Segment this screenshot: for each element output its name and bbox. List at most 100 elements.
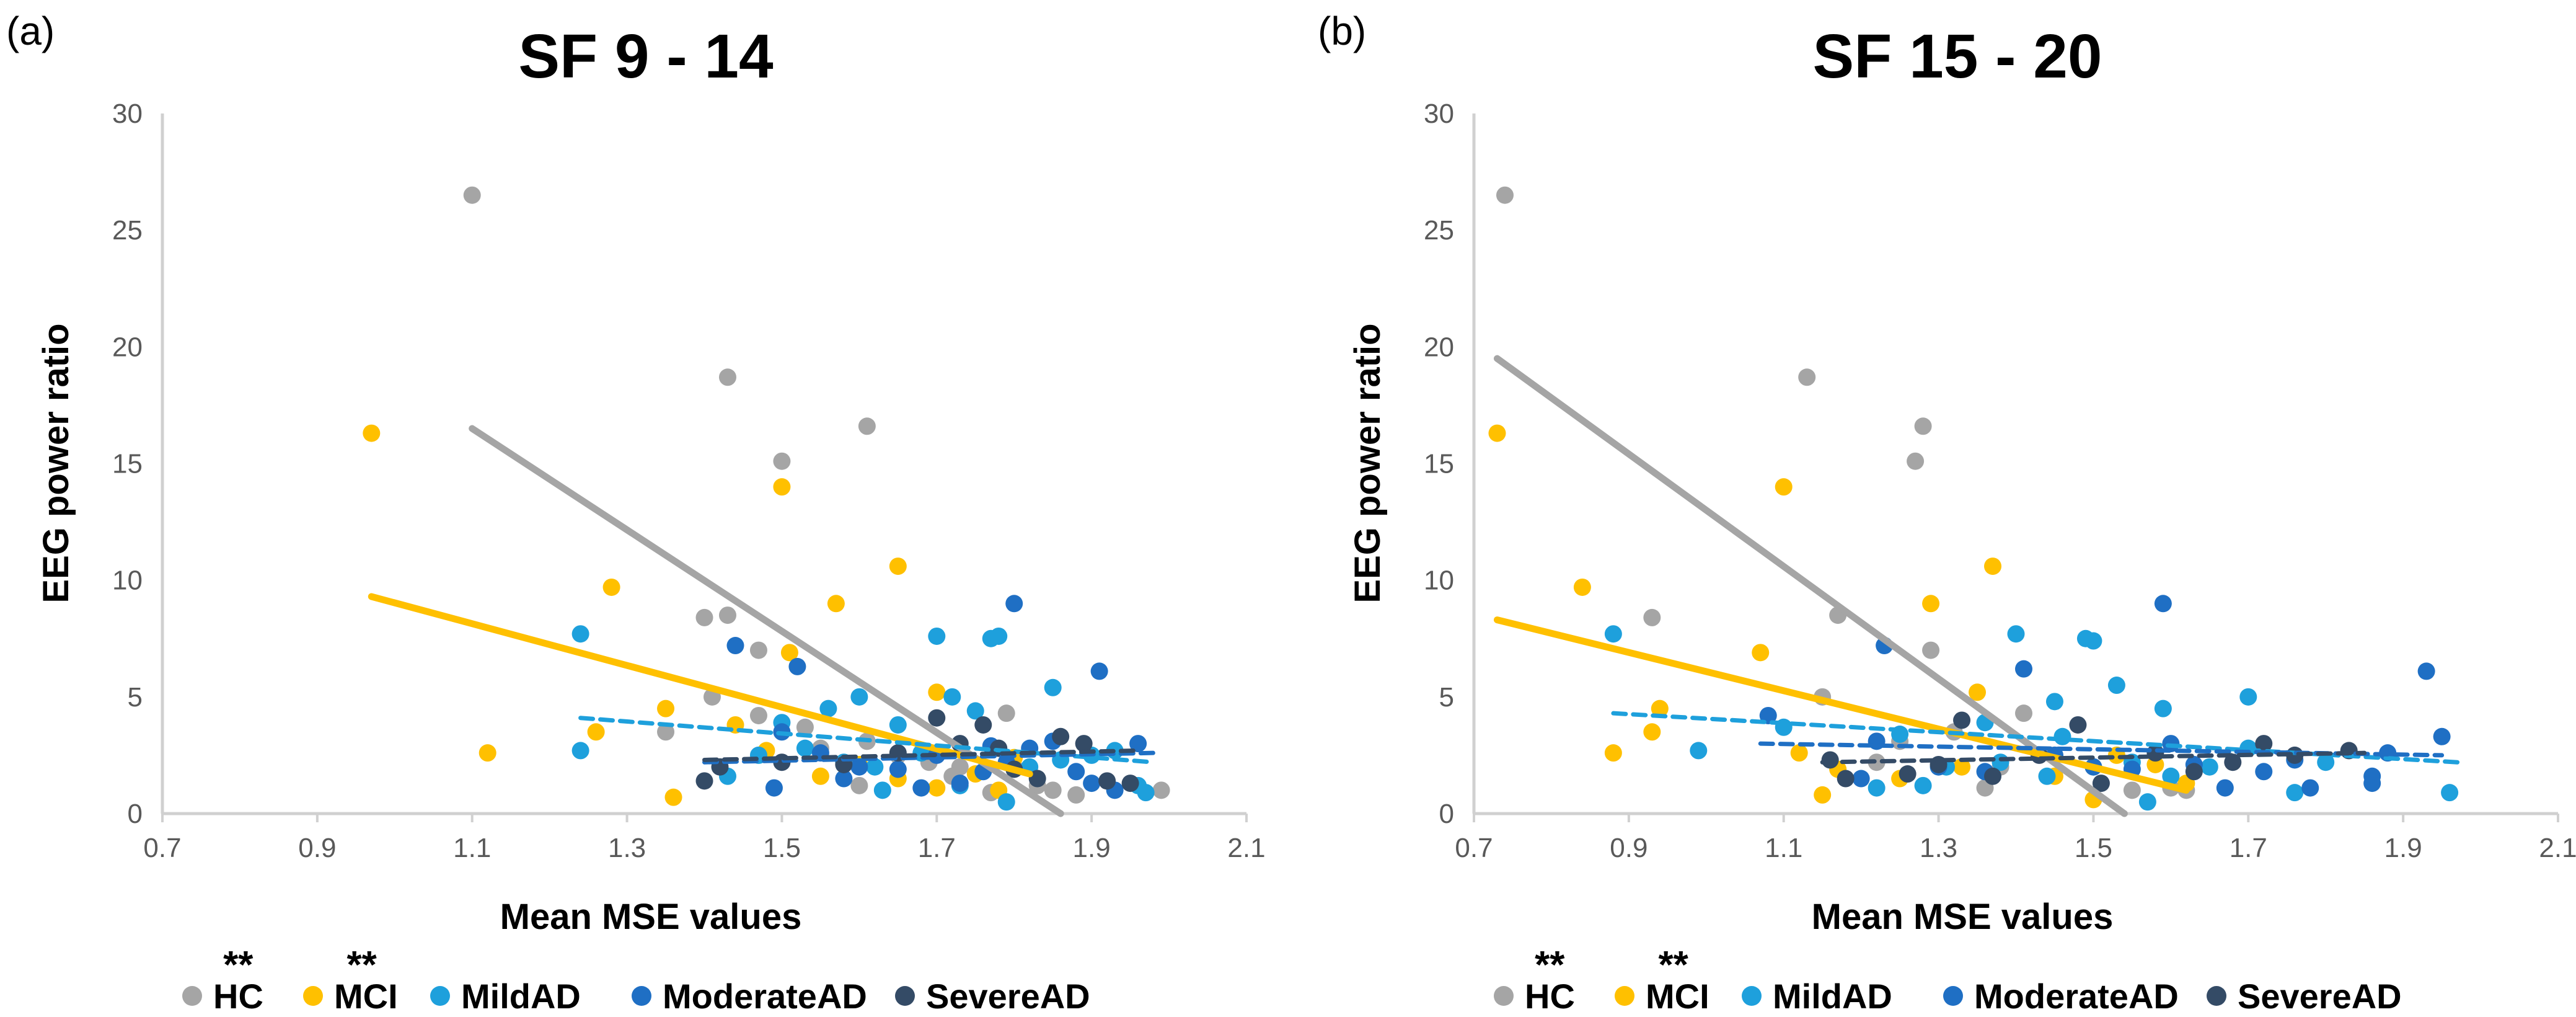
- point-mildad: [2045, 693, 2063, 711]
- point-mci: [1790, 744, 1808, 762]
- point-mci: [479, 744, 496, 762]
- x-tick-label: 2.1: [2539, 833, 2576, 863]
- legend-label-mildad: MildAD: [1773, 977, 1892, 1016]
- point-moderatead: [835, 770, 853, 788]
- point-mci: [664, 788, 682, 806]
- point-hc: [1914, 417, 1932, 435]
- point-mci: [1814, 786, 1832, 804]
- chart-panel-a: (a) SF 9 - 14 0 5 10 15 20 25 30 0.7 0.9 1.1 1.3 1.5 1…: [6, 9, 1266, 1016]
- point-severead: [2092, 775, 2110, 793]
- point-mildad: [2053, 727, 2071, 745]
- point-moderatead: [889, 760, 907, 778]
- point-severead: [974, 716, 992, 734]
- point-mildad: [873, 781, 891, 799]
- trend-line-moderatead: [702, 750, 1156, 765]
- point-mci: [928, 683, 946, 701]
- point-moderatead: [1067, 763, 1085, 781]
- point-mci: [1953, 758, 1971, 776]
- point-hc: [1496, 186, 1514, 204]
- point-hc: [1643, 608, 1661, 626]
- point-severead: [928, 709, 946, 727]
- y-axis-title: EEG power ratio: [36, 323, 76, 603]
- y-tick-label: 20: [112, 332, 143, 362]
- point-hc: [718, 368, 736, 386]
- significance-mark-hc: **: [223, 944, 254, 987]
- point-mci: [587, 723, 605, 741]
- x-tick-label: 1.1: [1765, 833, 1802, 863]
- legend-marker-hc: [1494, 986, 1514, 1006]
- legend-label-severead: SevereAD: [926, 977, 1090, 1016]
- y-tick-label: 15: [112, 449, 143, 479]
- x-tick-label: 0.9: [298, 833, 336, 863]
- point-mci: [1604, 744, 1622, 762]
- point-mildad: [2162, 767, 2180, 785]
- point-severead: [1837, 770, 1855, 788]
- significance-mark-mci: **: [1659, 944, 1689, 987]
- x-tick-label: 1.1: [453, 833, 491, 863]
- point-mci: [1752, 644, 1770, 662]
- point-mildad: [2441, 784, 2459, 802]
- point-mci: [1984, 557, 2002, 575]
- y-tick-label: 5: [1439, 682, 1454, 713]
- point-severead: [1052, 727, 1070, 745]
- point-mildad: [966, 702, 984, 720]
- panel-label: (b): [1318, 9, 1366, 53]
- x-tick-label: 1.7: [918, 833, 956, 863]
- x-tick-label: 0.7: [143, 833, 181, 863]
- point-hc: [718, 606, 736, 624]
- point-severead: [2224, 753, 2242, 771]
- point-mildad: [2286, 784, 2304, 802]
- legend-marker-mci: [1615, 986, 1634, 1006]
- point-moderatead: [765, 779, 783, 797]
- point-mildad: [2239, 688, 2257, 706]
- y-tick-label: 15: [1424, 449, 1454, 479]
- point-moderatead: [2216, 779, 2234, 797]
- point-mildad: [889, 716, 907, 734]
- point-mildad: [571, 625, 589, 643]
- point-mci: [363, 424, 381, 442]
- point-mildad: [796, 739, 814, 757]
- point-moderatead: [912, 779, 930, 797]
- x-axis-title: Mean MSE values: [500, 897, 802, 937]
- x-axis-title: Mean MSE values: [1812, 897, 2114, 937]
- point-moderatead: [951, 775, 969, 793]
- legend-marker-severead: [2207, 986, 2226, 1006]
- point-mildad: [2084, 632, 2102, 650]
- point-moderatead: [1129, 735, 1147, 753]
- point-moderatead: [2301, 779, 2319, 797]
- point-moderatead: [850, 758, 868, 776]
- point-mildad: [928, 627, 946, 645]
- x-tick-label: 1.7: [2230, 833, 2267, 863]
- point-hc: [463, 186, 481, 204]
- point-mildad: [1137, 784, 1155, 802]
- legend-label-severead: SevereAD: [2238, 977, 2402, 1016]
- legend-marker-moderatead: [1943, 986, 1963, 1006]
- point-hc: [2014, 704, 2032, 722]
- point-mci: [1488, 424, 1506, 442]
- point-severead: [1075, 735, 1093, 753]
- legend-marker-moderatead: [632, 986, 651, 1006]
- legend-marker-severead: [895, 986, 915, 1006]
- point-mci: [602, 578, 620, 596]
- point-mildad: [2107, 677, 2125, 695]
- point-hc: [657, 723, 675, 741]
- point-hc: [997, 704, 1015, 722]
- legend-marker-mci: [303, 986, 323, 1006]
- point-mci: [1573, 578, 1591, 596]
- point-moderatead: [2255, 763, 2273, 781]
- legend-label-moderatead: ModerateAD: [663, 977, 867, 1016]
- legend-label-hc: HC: [1525, 977, 1575, 1016]
- chart-title: SF 15 - 20: [1813, 22, 2102, 91]
- point-mildad: [819, 699, 837, 717]
- point-mildad: [866, 758, 884, 776]
- point-severead: [1899, 765, 1917, 783]
- point-mildad: [571, 742, 589, 760]
- point-mildad: [2154, 699, 2172, 717]
- point-mildad: [1914, 776, 1932, 794]
- y-axis-title: EEG power ratio: [1348, 323, 1388, 603]
- x-tick-label: 1.3: [1920, 833, 1957, 863]
- point-mci: [1969, 683, 1987, 701]
- point-moderatead: [1083, 775, 1101, 793]
